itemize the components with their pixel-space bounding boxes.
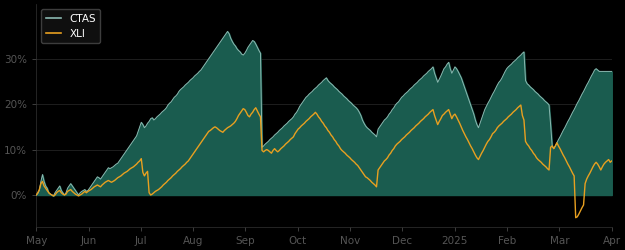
Legend: CTAS, XLI: CTAS, XLI <box>41 10 101 43</box>
